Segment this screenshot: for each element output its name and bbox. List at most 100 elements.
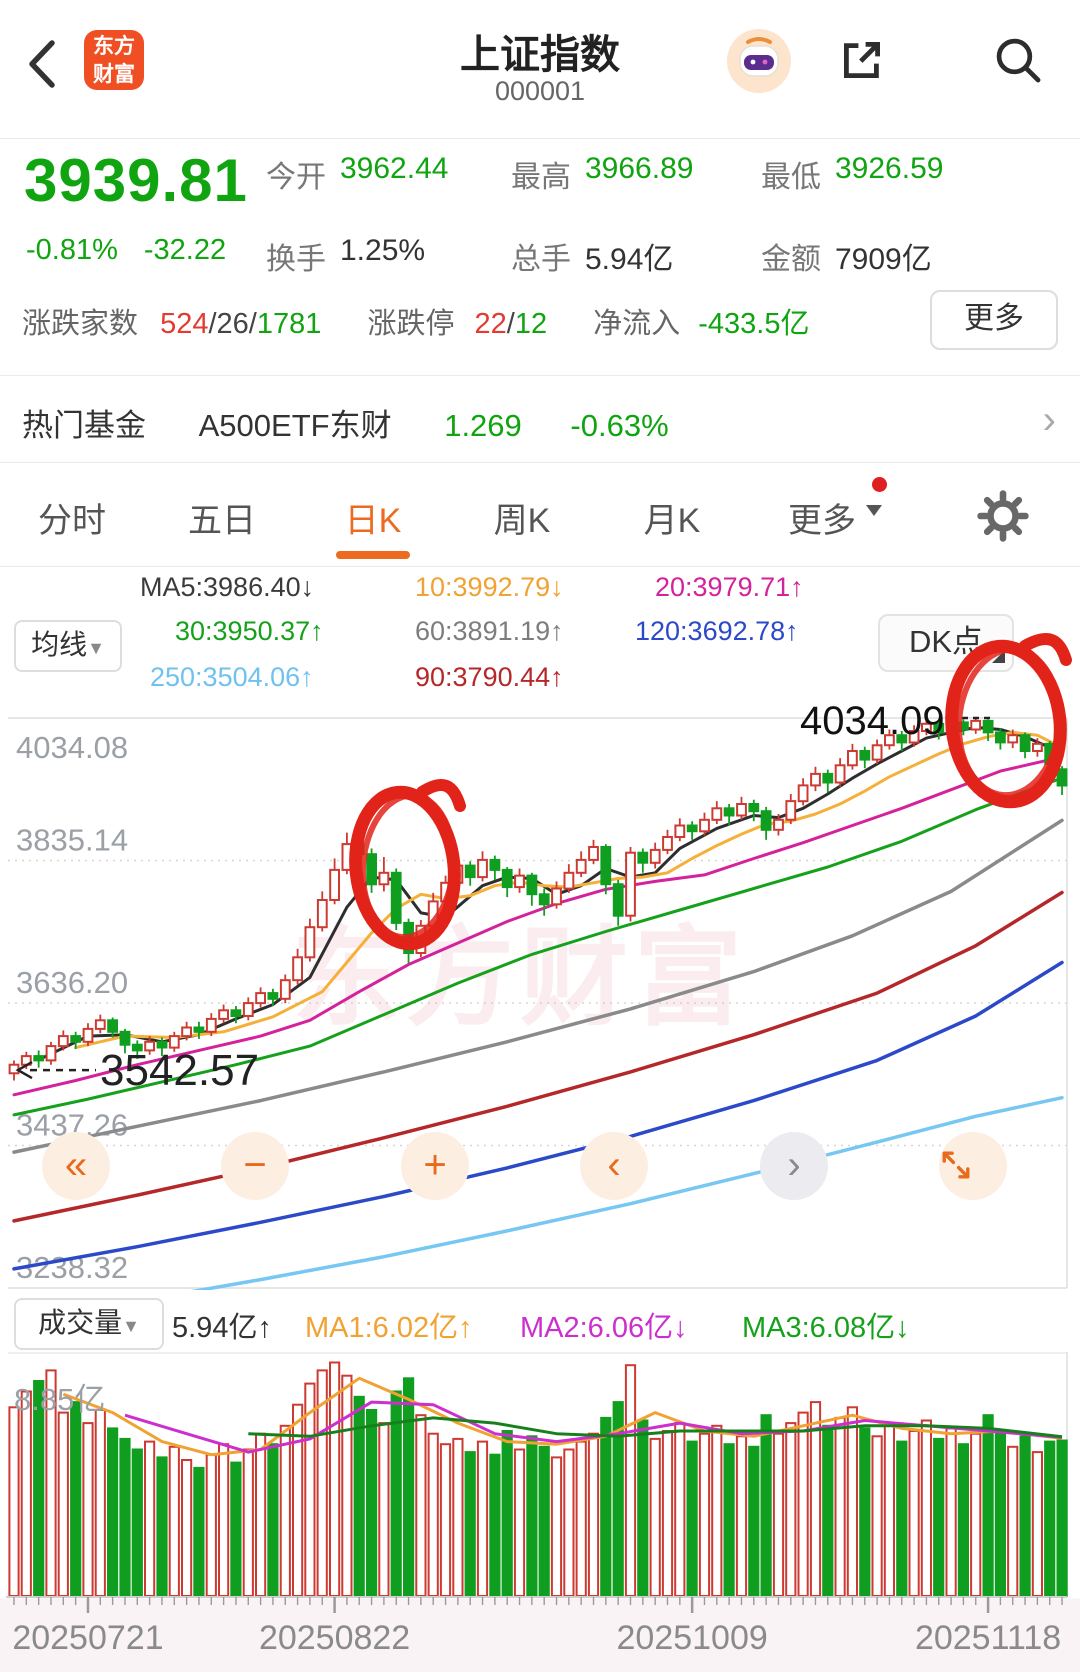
header: 东方 财富 上证指数 000001 xyxy=(0,0,1080,138)
candlestick-chart[interactable]: 4034.083835.143636.203437.263238.32东方财富3… xyxy=(0,670,1080,1290)
quote-field-value: 5.94亿 xyxy=(585,243,674,276)
stock-code: 000001 xyxy=(494,76,586,106)
zoom-in-button[interactable]: + xyxy=(401,1132,469,1200)
ma-legend-row: 250:3504.06↑ 90:3790.44↑ xyxy=(0,662,1080,707)
quote-field-label: 最低 xyxy=(761,161,821,194)
fund-change: -0.63% xyxy=(570,408,669,443)
quote-field-value: 3962.44 xyxy=(340,152,449,185)
ma-legend-item: 60:3891.19↑ xyxy=(415,616,564,646)
ma-legend-item: 250:3504.06↑ xyxy=(150,662,314,692)
fund-label: 热门基金 xyxy=(22,408,146,443)
svg-text:20250822: 20250822 xyxy=(259,1619,410,1657)
volume-legend-item: 5.94亿↑ xyxy=(172,1312,272,1344)
tab-3[interactable]: 周K xyxy=(493,502,551,540)
more-stats-button[interactable]: 更多 xyxy=(930,290,1058,350)
quote-field-value: 1.25% xyxy=(340,234,426,267)
expand-button[interactable] xyxy=(939,1132,1007,1200)
svg-text:20251009: 20251009 xyxy=(617,1619,768,1657)
dropdown-arrow-icon: ▼ xyxy=(122,1316,140,1336)
ma-legend: 均线▼ DK点 MA5:3986.40↓ 10:3992.79↓ 20:3979.7… xyxy=(0,572,1080,707)
tab-4[interactable]: 月K xyxy=(643,502,701,540)
assistant-robot-icon[interactable] xyxy=(726,28,792,94)
svg-text:8.85亿: 8.85亿 xyxy=(14,1382,105,1417)
quote-field-label: 金额 xyxy=(761,243,821,276)
svg-text:20251118: 20251118 xyxy=(915,1619,1061,1657)
period-tabbar: 分时 五日 日K 周K 月K 更多 xyxy=(0,465,1080,565)
chevron-right-icon: › xyxy=(1042,398,1056,442)
limit-up-count: 22 xyxy=(474,308,507,340)
tab-1[interactable]: 五日 xyxy=(188,502,256,540)
last-price: 3939.81 xyxy=(24,147,248,214)
quote-field-label: 换手 xyxy=(266,243,326,276)
share-icon[interactable] xyxy=(838,36,886,84)
inflow-label: 净流入 xyxy=(593,308,681,340)
ma-legend-row: MA5:3986.40↓ 10:3992.79↓ 20:3979.71↑ xyxy=(0,572,1080,617)
svg-text:4034.09: 4034.09 xyxy=(800,699,945,743)
quote-field: 总手 5.94亿 xyxy=(511,234,761,278)
volume-legend-item: MA3:6.08亿↓ xyxy=(742,1312,910,1344)
svg-text:3238.32: 3238.32 xyxy=(16,1250,128,1285)
quote-field-label: 最高 xyxy=(511,161,571,194)
inflow-value: -433.5亿 xyxy=(698,308,810,340)
flat-count: 26 xyxy=(216,308,249,340)
back-icon[interactable] xyxy=(24,38,60,90)
quote-field: 今开 3962.44 xyxy=(266,152,511,196)
volume-selector-button[interactable]: 成交量▼ xyxy=(14,1298,164,1350)
next-button[interactable]: › xyxy=(760,1132,828,1200)
svg-text:3636.20: 3636.20 xyxy=(16,965,128,1000)
volume-legend: 成交量▼ 5.94亿↑ MA1:6.02亿↑ MA2:6.06亿↓ MA3:6.08亿… xyxy=(0,1296,1080,1350)
zoom-out-button[interactable]: − xyxy=(221,1132,289,1200)
ma-legend-row: 30:3950.37↑ 60:3891.19↑ 120:3692.78↑ xyxy=(0,616,1080,661)
ma-legend-item: 120:3692.78↑ xyxy=(635,616,799,646)
svg-text:4034.08: 4034.08 xyxy=(16,730,128,765)
quote-field-value: 7909亿 xyxy=(835,243,932,276)
change-percent: -0.81% xyxy=(26,234,118,266)
price-change: -0.81% -32.22 xyxy=(26,234,252,267)
ma-selector-button[interactable]: 均线▼ xyxy=(14,620,122,672)
svg-text:20250721: 20250721 xyxy=(12,1619,163,1657)
quote-field-value: 3966.89 xyxy=(585,152,694,185)
svg-text:东方财富: 东方财富 xyxy=(292,917,748,1038)
tab-0[interactable]: 分时 xyxy=(38,502,106,540)
svg-text:3542.57: 3542.57 xyxy=(100,1046,259,1095)
hot-fund-row[interactable]: 热门基金 A500ETF东财 1.269 -0.63% › xyxy=(0,376,1080,462)
ma-legend-item: 10:3992.79↓ xyxy=(415,572,564,602)
ma-legend-item: 20:3979.71↑ xyxy=(655,572,804,602)
notification-dot xyxy=(872,477,887,492)
active-tab-underline xyxy=(336,551,410,559)
ma-legend-item: MA5:3986.40↓ xyxy=(140,572,315,602)
search-icon[interactable] xyxy=(992,34,1044,86)
prev-button[interactable]: ‹ xyxy=(580,1132,648,1200)
quote-field-label: 今开 xyxy=(266,161,326,194)
fund-nav: 1.269 xyxy=(444,408,522,443)
quote-grid: 今开 3962.44 最高 3966.89 最低 3926.59 换手 1.25… xyxy=(266,152,1066,278)
change-value: -32.22 xyxy=(143,234,227,266)
volume-legend-item: MA2:6.06亿↓ xyxy=(520,1312,688,1344)
dropdown-arrow-icon: ▼ xyxy=(87,638,105,658)
quote-field: 换手 1.25% xyxy=(266,234,511,278)
app-logo: 东方 财富 xyxy=(84,30,144,90)
expand-arrows-icon xyxy=(942,1151,970,1179)
volume-chart[interactable]: 8.85亿 20250721 20250822 20251009 20251118 xyxy=(0,1352,1080,1672)
ma-legend-item: 30:3950.37↑ xyxy=(175,616,324,646)
ma-legend-item: 90:3790.44↑ xyxy=(415,662,564,692)
fund-name: A500ETF东财 xyxy=(198,408,392,443)
limit-label: 涨跌停 xyxy=(367,308,455,340)
volume-legend-item: MA1:6.02亿↑ xyxy=(305,1312,473,1344)
quote-field-label: 总手 xyxy=(511,243,571,276)
updown-label: 涨跌家数 xyxy=(22,308,139,340)
quote-field: 最低 3926.59 xyxy=(761,152,1061,196)
rewind-button[interactable]: « xyxy=(42,1132,110,1200)
quote-field: 金额 7909亿 xyxy=(761,234,1061,278)
tab-5[interactable]: 更多 xyxy=(788,502,856,540)
market-stats: 涨跌家数 524/26/1781 涨跌停 22/12 净流入 -433.5亿 xyxy=(22,308,810,340)
quote-field-value: 3926.59 xyxy=(835,152,944,185)
limit-down-count: 12 xyxy=(514,308,548,340)
quote-field: 最高 3966.89 xyxy=(511,152,761,196)
tab-2[interactable]: 日K xyxy=(344,502,402,540)
decliners-count: 1781 xyxy=(256,308,322,340)
svg-text:3835.14: 3835.14 xyxy=(16,823,128,858)
settings-gear-icon[interactable] xyxy=(974,487,1032,545)
page-title: 上证指数 xyxy=(460,33,620,77)
dropdown-arrow-icon xyxy=(866,505,882,516)
